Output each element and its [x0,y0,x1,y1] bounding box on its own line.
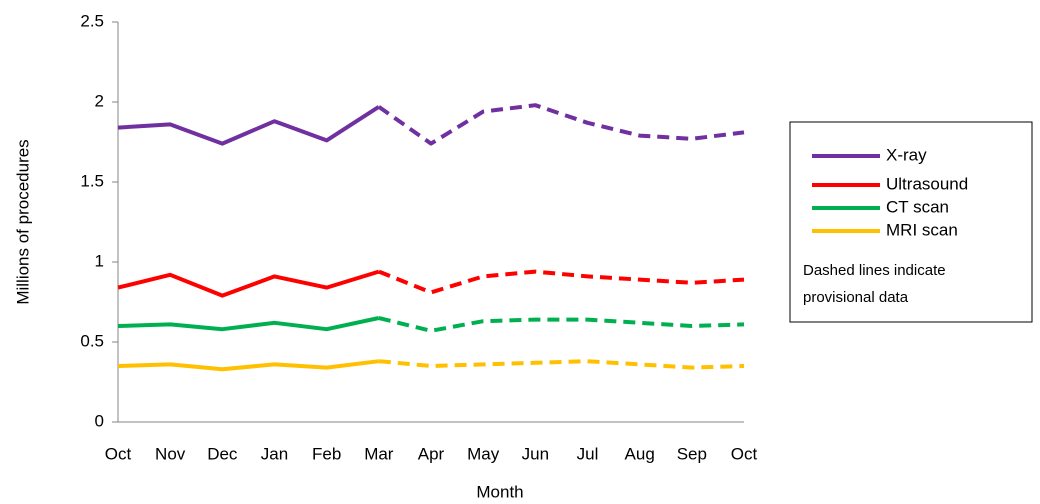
x-axis-title: Month [476,482,523,501]
y-tick-label: 0.5 [80,331,104,350]
y-tick-label: 1 [95,251,104,270]
series-line [117,359,380,372]
y-tick-label: 2 [95,91,104,110]
series-line [117,316,380,332]
x-tick-label: Apr [418,444,445,463]
series-line [117,105,380,146]
x-tick-label: Jul [577,444,599,463]
x-tick-label: Jun [522,444,549,463]
series-line-provisional [377,103,745,146]
y-tick-label: 2.5 [80,11,104,30]
x-tick-label: Oct [731,444,758,463]
legend-note: Dashed lines indicate [803,262,946,279]
legend-label: MRI scan [886,220,958,239]
series-line-provisional [378,359,745,370]
x-tick-label: Mar [364,444,394,463]
legend-label: CT scan [886,197,949,216]
x-tick-label: Oct [105,444,132,463]
series-line [117,269,380,298]
legend-label: Ultrasound [886,174,968,193]
y-tick-label: 1.5 [80,171,104,190]
series-line-provisional [378,316,745,333]
x-tick-label: Dec [207,444,238,463]
x-tick-label: Aug [625,444,655,463]
legend-note: provisional data [803,289,909,306]
series-line-provisional [378,269,745,295]
y-axis-title: Millions of procedures [13,139,32,304]
y-tick-label: 0 [95,411,104,430]
x-tick-label: Sep [677,444,707,463]
legend-label: X-ray [886,145,927,164]
x-tick-label: Jan [261,444,288,463]
x-tick-label: May [467,444,500,463]
x-tick-label: Nov [155,444,186,463]
x-tick-label: Feb [312,444,341,463]
